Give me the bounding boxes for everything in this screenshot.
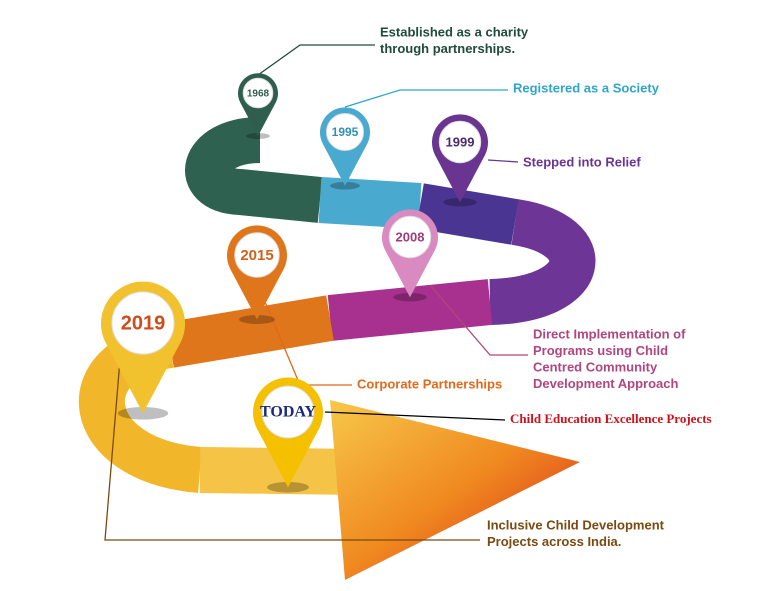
pin-year: 2008	[396, 229, 425, 244]
connector-line	[104, 359, 480, 541]
milestone-text: Programs using Child	[533, 343, 668, 358]
pin-year: 1968	[247, 89, 270, 100]
pin-face	[438, 120, 482, 164]
pin-year: 1995	[332, 125, 359, 139]
connector-line	[429, 284, 528, 356]
connector-line	[257, 44, 375, 76]
connector-line	[344, 89, 508, 108]
pin-year: 2019	[121, 312, 166, 334]
pin-year: 1999	[446, 134, 475, 149]
milestone-text: through partnerships.	[380, 41, 515, 56]
milestone-text: Development Approach	[533, 376, 678, 391]
milestone-text: Direct Implementation of	[533, 326, 686, 341]
milestone-text: Inclusive Child Development	[487, 517, 665, 532]
pin-face	[388, 215, 432, 259]
milestone-text: Established as a charity	[380, 24, 529, 39]
connector-line	[487, 159, 519, 163]
milestone-text: Stepped into Relief	[523, 154, 641, 169]
pin-face	[261, 385, 315, 439]
pin-year: 2015	[240, 247, 273, 264]
pin-face	[234, 232, 280, 278]
milestone-text: Registered as a Society	[513, 80, 660, 95]
milestone-text: Centred Community	[533, 359, 658, 374]
pin-face	[111, 291, 175, 355]
road-arrowhead	[330, 400, 580, 580]
pin-year: TODAY	[260, 404, 316, 421]
pin-face	[326, 113, 364, 151]
milestones: 1968 Established as a charity through part…	[100, 24, 712, 549]
pin-face	[242, 77, 274, 109]
milestone-text: Corporate Partnerships	[357, 376, 502, 391]
connector-line	[324, 411, 506, 421]
milestone-text: Projects across India.	[487, 534, 621, 549]
milestone-text: Child Education Excellence Projects	[510, 411, 712, 426]
